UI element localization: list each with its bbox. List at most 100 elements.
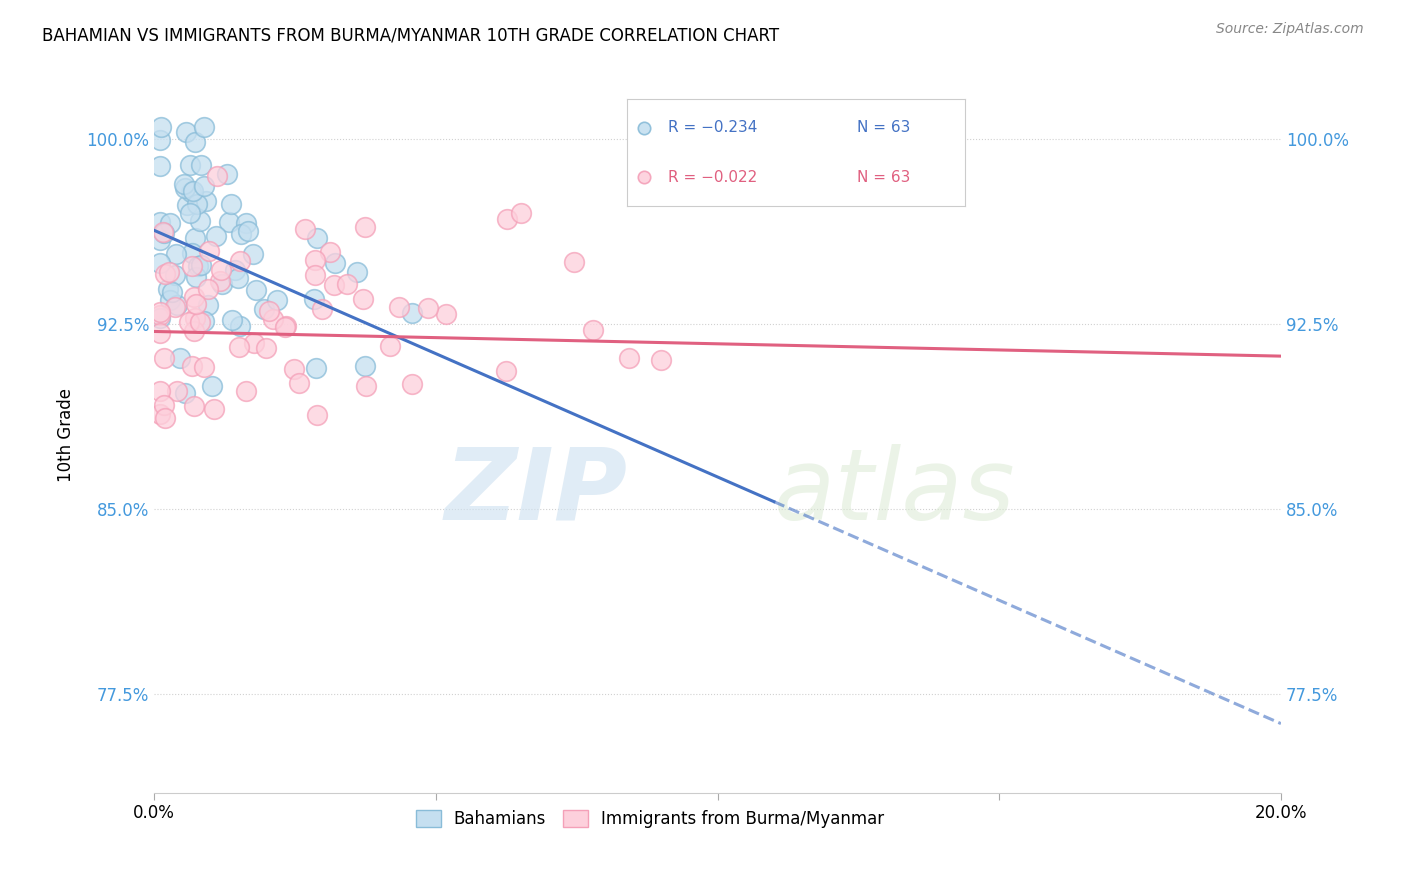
Point [229,227,252,241]
Point [149,308,172,322]
Point [283,362,305,376]
Point [193,360,215,375]
Point [311,301,333,316]
Point [190,258,212,272]
Text: Source: ZipAtlas.com: Source: ZipAtlas.com [1216,22,1364,37]
Point [224,263,246,277]
Point [496,212,519,227]
Point [215,167,238,181]
Point [226,271,249,285]
Point [276,318,298,333]
Point [181,259,204,273]
Point [336,277,359,291]
Point [236,224,259,238]
Point [165,300,187,314]
Point [257,304,280,318]
Point [228,340,250,354]
Point [243,336,266,351]
Point [179,158,201,172]
Point [388,300,411,314]
Point [149,233,172,247]
Point [149,305,172,319]
Point [169,351,191,365]
Point [149,408,172,422]
Point [183,399,205,413]
Point [323,277,346,292]
Point [153,267,176,281]
Point [304,293,326,307]
Point [177,316,200,330]
Point [187,259,209,273]
Point [205,169,228,183]
Point [193,313,215,327]
Point [307,408,329,422]
Point [176,198,198,212]
Point [149,311,172,326]
Point [418,301,440,315]
Point [219,197,242,211]
Point [173,178,195,192]
Point [180,185,202,199]
Point [495,364,517,378]
Point [304,268,326,282]
Point [211,277,233,292]
Legend: Bahamians, Immigrants from Burma/Myanmar: Bahamians, Immigrants from Burma/Myanmar [409,803,891,834]
Point [183,290,205,304]
Point [353,220,375,235]
Text: BAHAMIAN VS IMMIGRANTS FROM BURMA/MYANMAR 10TH GRADE CORRELATION CHART: BAHAMIAN VS IMMIGRANTS FROM BURMA/MYANMA… [42,27,779,45]
Point [174,181,197,195]
Point [401,377,423,392]
Point [160,285,183,299]
Point [184,269,207,284]
Point [195,194,218,208]
Point [305,361,328,376]
Point [253,302,276,317]
Point [153,351,176,365]
Point [157,265,180,279]
Point [197,282,219,296]
Point [165,268,187,283]
Point [205,229,228,244]
Point [159,293,181,307]
Point [650,353,672,368]
Point [190,158,212,172]
Point [152,226,174,240]
Point [198,244,221,258]
Point [619,351,641,365]
Point [274,320,297,334]
Text: atlas: atlas [773,443,1015,541]
Point [434,307,457,321]
Point [181,359,204,374]
Point [183,324,205,338]
Point [149,120,172,134]
Point [184,310,207,325]
Point [152,398,174,412]
Point [156,282,179,296]
Point [380,339,402,353]
Point [174,125,197,139]
Point [155,410,177,425]
Point [197,298,219,312]
Point [353,359,375,373]
Point [245,283,267,297]
Point [305,230,328,244]
Point [221,312,243,326]
Point [582,322,605,336]
Point [186,196,208,211]
Point [218,215,240,229]
Point [354,379,377,393]
Point [235,216,257,230]
Point [401,305,423,319]
Point [262,312,284,326]
Point [188,315,211,329]
Point [174,385,197,400]
Point [149,326,172,340]
Point [254,341,277,355]
Point [159,216,181,230]
Point [229,253,252,268]
Point [562,254,585,268]
Point [193,120,215,134]
Point [184,136,207,150]
Point [509,205,531,219]
Point [266,293,288,307]
